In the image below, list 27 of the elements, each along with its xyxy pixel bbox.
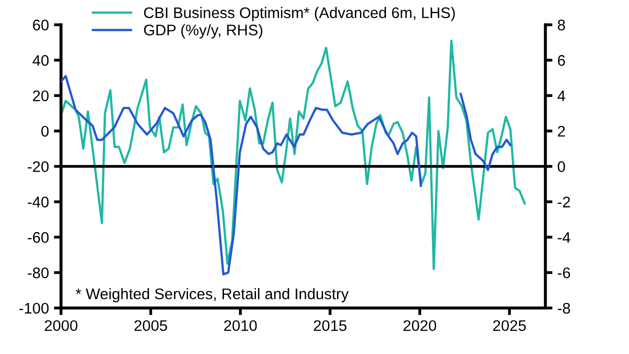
x-tick-label: 2025 bbox=[493, 320, 526, 332]
y-tick-label: 20 bbox=[32, 90, 49, 102]
y2-tick-label: -4 bbox=[558, 232, 570, 243]
x-tick-label: 2020 bbox=[404, 320, 436, 332]
y-tick-label: -40 bbox=[28, 196, 49, 208]
y2-tick-label: 0 bbox=[558, 161, 566, 172]
y2-tick-label: -2 bbox=[558, 196, 570, 208]
annotation: * Weighted Services, Retail and Industry bbox=[76, 288, 349, 302]
y-tick-label: -80 bbox=[28, 267, 49, 278]
y2-tick-label: 8 bbox=[558, 20, 565, 30]
y2-tick-label: 2 bbox=[558, 126, 565, 137]
y2-tick-label: -6 bbox=[558, 267, 570, 278]
y2-tick-label: -8 bbox=[558, 302, 570, 314]
y-tick-label: 60 bbox=[32, 20, 49, 30]
x-tick-label: 2005 bbox=[134, 320, 168, 332]
y-tick-label: 0 bbox=[41, 126, 49, 137]
x-tick-label: 2000 bbox=[44, 320, 78, 332]
y2-tick-label: 4 bbox=[558, 90, 566, 102]
y-tick-label: -60 bbox=[28, 232, 49, 243]
x-tick-label: 2015 bbox=[314, 320, 346, 332]
y2-tick-label: 6 bbox=[558, 55, 565, 66]
y-tick-label: -20 bbox=[28, 161, 49, 172]
legend-label: CBI Business Optimism* (Advanced 6m, LHS) bbox=[144, 6, 455, 22]
y-tick-label: 40 bbox=[32, 55, 49, 66]
y-tick-label: -100 bbox=[19, 302, 49, 314]
x-tick-label: 2010 bbox=[224, 320, 257, 332]
legend-label: GDP (%y/y, RHS) bbox=[144, 24, 262, 38]
